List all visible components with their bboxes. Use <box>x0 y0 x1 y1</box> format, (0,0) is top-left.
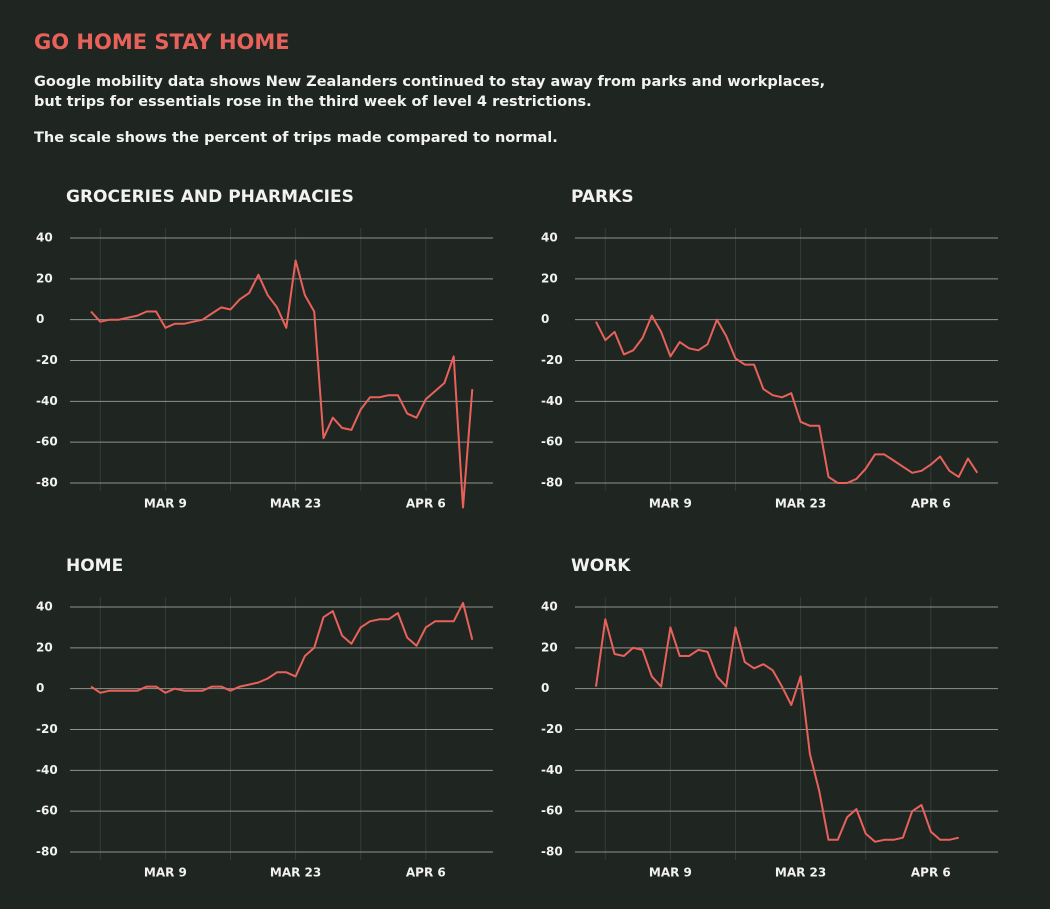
y-tick-label: 0 <box>541 312 549 326</box>
y-tick-label: -80 <box>36 845 58 859</box>
y-tick-label: -40 <box>36 394 58 408</box>
y-tick-label: 20 <box>541 640 558 654</box>
panel-title: PARKS <box>571 187 634 207</box>
y-tick-label: -20 <box>36 722 58 736</box>
data-line <box>595 314 979 484</box>
x-tick-label: APR 6 <box>406 497 446 511</box>
x-tick-label: MAR 23 <box>775 866 826 880</box>
y-tick-label: 20 <box>36 640 53 654</box>
x-tick-label: MAR 23 <box>775 497 826 511</box>
y-tick-label: 20 <box>541 271 558 285</box>
y-tick-label: 0 <box>36 681 44 695</box>
data-line <box>90 601 474 694</box>
y-tick-label: -40 <box>541 394 563 408</box>
headline: GO HOME STAY HOME <box>34 30 290 54</box>
x-tick-label: MAR 9 <box>649 866 692 880</box>
panel-title: GROCERIES AND PHARMACIES <box>66 187 354 207</box>
y-tick-label: -80 <box>36 476 58 490</box>
y-tick-label: -20 <box>36 353 58 367</box>
y-tick-label: -60 <box>36 435 58 449</box>
y-tick-label: 40 <box>541 231 558 245</box>
y-tick-label: 40 <box>36 231 53 245</box>
y-tick-label: 20 <box>36 271 53 285</box>
y-tick-label: 0 <box>541 681 549 695</box>
y-tick-label: -80 <box>541 845 563 859</box>
panel-title: WORK <box>571 556 631 576</box>
data-line <box>595 618 959 843</box>
y-tick-label: -40 <box>36 763 58 777</box>
panel-title: HOME <box>66 556 123 576</box>
y-tick-label: -20 <box>541 353 563 367</box>
y-tick-label: 0 <box>36 312 44 326</box>
y-tick-label: -60 <box>36 804 58 818</box>
x-tick-label: APR 6 <box>406 866 446 880</box>
note: The scale shows the percent of trips mad… <box>34 130 558 146</box>
subtitle-line: but trips for essentials rose in the thi… <box>34 94 592 110</box>
subtitle-line: Google mobility data shows New Zealander… <box>34 74 826 90</box>
y-tick-label: -20 <box>541 722 563 736</box>
x-tick-label: APR 6 <box>911 497 951 511</box>
x-tick-label: MAR 9 <box>649 497 692 511</box>
x-tick-label: MAR 9 <box>144 866 187 880</box>
x-tick-label: MAR 23 <box>270 497 321 511</box>
y-tick-label: 40 <box>36 600 53 614</box>
y-tick-label: -40 <box>541 763 563 777</box>
y-tick-label: -60 <box>541 435 563 449</box>
x-tick-label: MAR 9 <box>144 497 187 511</box>
y-tick-label: -80 <box>541 476 563 490</box>
data-line <box>90 259 474 509</box>
y-tick-label: 40 <box>541 600 558 614</box>
x-tick-label: MAR 23 <box>270 866 321 880</box>
x-tick-label: APR 6 <box>911 866 951 880</box>
y-tick-label: -60 <box>541 804 563 818</box>
